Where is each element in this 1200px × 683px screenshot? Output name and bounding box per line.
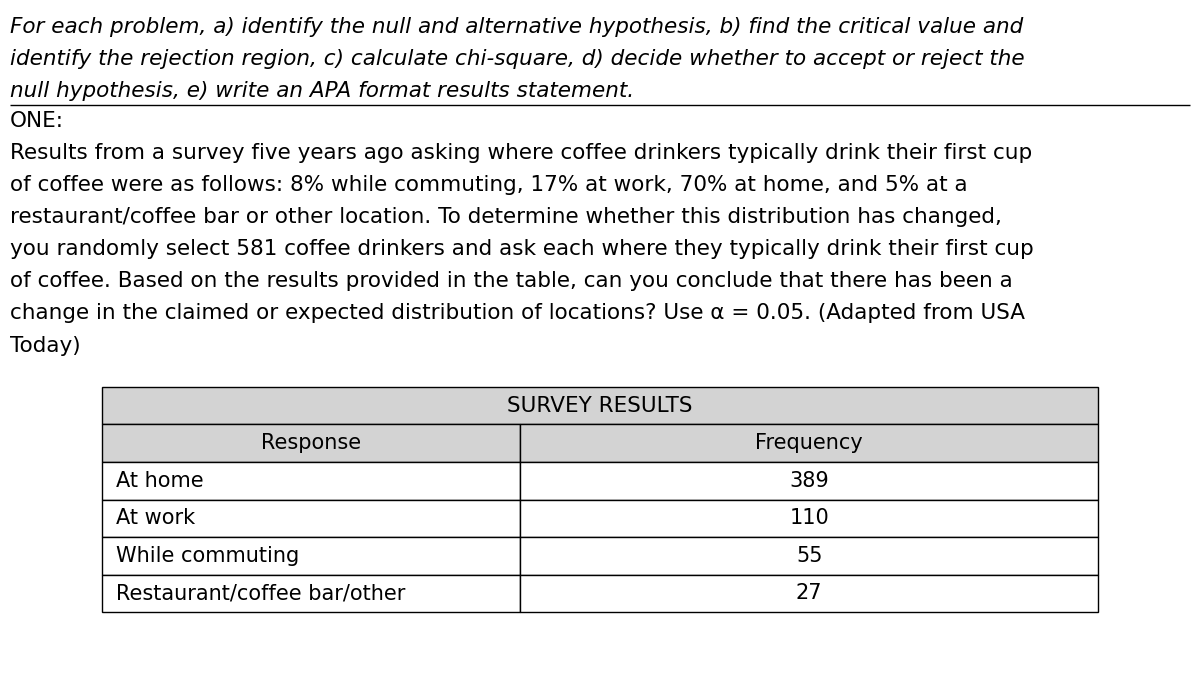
Text: you randomly select 581 coffee drinkers and ask each where they typically drink : you randomly select 581 coffee drinkers … (10, 239, 1033, 260)
Text: 389: 389 (790, 471, 829, 491)
Bar (102, 537, 521, 574)
Text: null hypothesis, e) write an APA format results statement.: null hypothesis, e) write an APA format … (10, 81, 634, 101)
Bar (102, 574, 521, 612)
Text: Response: Response (262, 433, 361, 454)
Bar (521, 424, 1098, 462)
Bar (521, 537, 1098, 574)
Text: 110: 110 (790, 508, 829, 529)
Bar (102, 424, 521, 462)
Text: While commuting: While commuting (116, 546, 300, 566)
Text: At home: At home (116, 471, 204, 491)
Text: Results from a survey five years ago asking where coffee drinkers typically drin: Results from a survey five years ago ask… (10, 143, 1032, 163)
Text: of coffee. Based on the results provided in the table, can you conclude that the: of coffee. Based on the results provided… (10, 271, 1013, 292)
Text: At work: At work (116, 508, 196, 529)
Text: restaurant/coffee bar or other location. To determine whether this distribution : restaurant/coffee bar or other location.… (10, 207, 1002, 227)
Text: of coffee were as follows: 8% while commuting, 17% at work, 70% at home, and 5% : of coffee were as follows: 8% while comm… (10, 175, 967, 195)
Text: identify the rejection region, c) calculate chi-square, d) decide whether to acc: identify the rejection region, c) calcul… (10, 49, 1025, 69)
Text: SURVEY RESULTS: SURVEY RESULTS (508, 395, 692, 416)
Bar (521, 499, 1098, 537)
Bar (102, 387, 1098, 424)
Text: Today): Today) (10, 335, 80, 356)
Text: For each problem, a) identify the null and alternative hypothesis, b) find the c: For each problem, a) identify the null a… (10, 17, 1022, 37)
Text: Frequency: Frequency (755, 433, 863, 454)
Text: ONE:: ONE: (10, 111, 64, 131)
Text: Restaurant/coffee bar/other: Restaurant/coffee bar/other (116, 583, 406, 604)
Text: 27: 27 (796, 583, 822, 604)
Text: 55: 55 (796, 546, 822, 566)
Bar (521, 574, 1098, 612)
Bar (102, 499, 521, 537)
Bar (521, 462, 1098, 499)
Bar (102, 462, 521, 499)
Text: change in the claimed or expected distribution of locations? Use α = 0.05. (Adap: change in the claimed or expected distri… (10, 303, 1025, 324)
